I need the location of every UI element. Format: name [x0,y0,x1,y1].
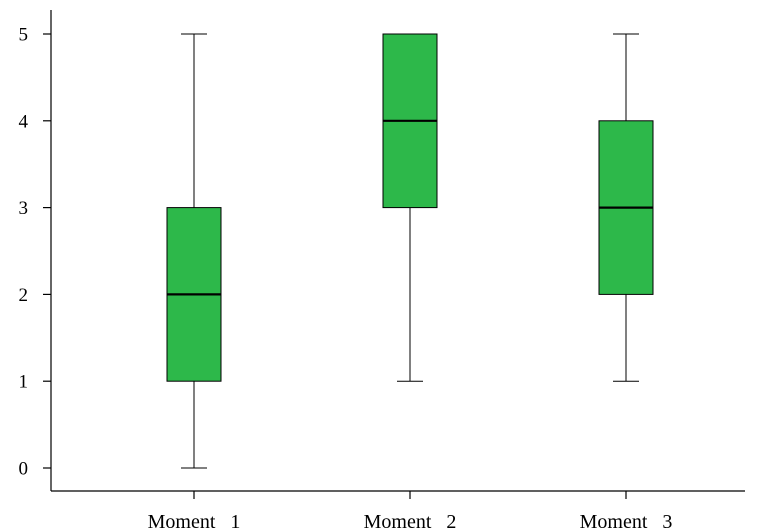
box-series [166,33,654,469]
box-2 [382,33,438,382]
box-1 [166,33,222,469]
y-tick-label: 4 [19,111,29,132]
y-tick-label: 3 [19,198,29,219]
box-3 [598,33,654,382]
x-category-label: Moment 2 [364,511,457,532]
x-axis: Moment 1 Moment 2 Moment 3 [51,490,745,532]
y-tick-label: 0 [19,459,29,480]
y-axis: 0 1 2 3 4 5 [19,10,52,491]
y-tick-label: 1 [19,372,29,393]
x-category-label: Moment 1 [148,511,241,532]
y-tick-label: 2 [19,285,29,306]
x-category-label: Moment 3 [580,511,673,532]
y-tick-label: 5 [19,25,29,46]
